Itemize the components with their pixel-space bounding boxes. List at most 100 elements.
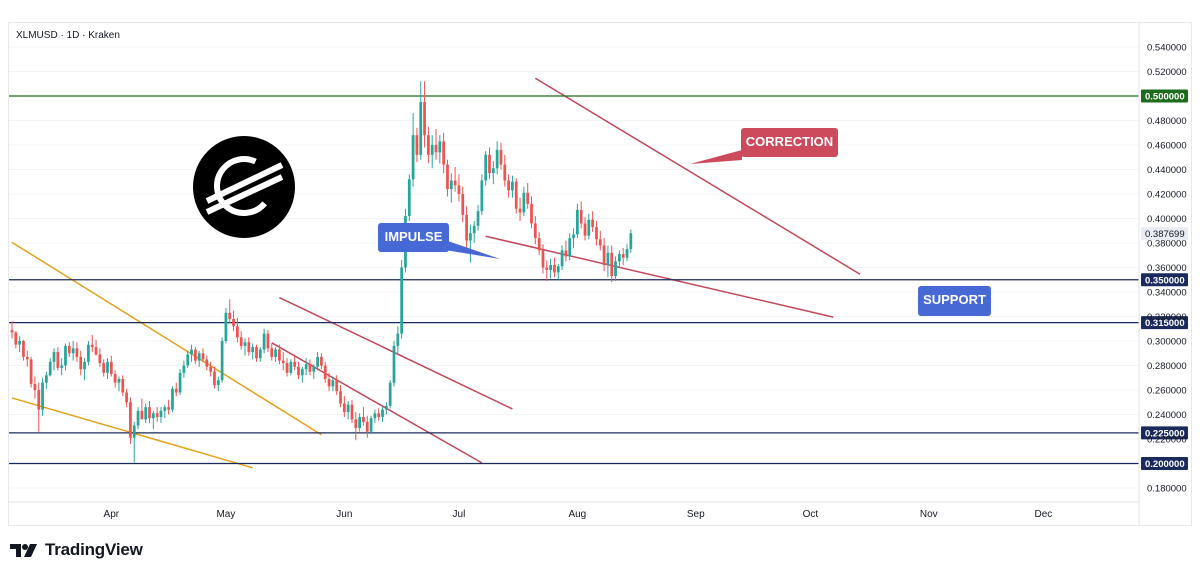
candle [415, 127, 419, 163]
candle-body [537, 238, 541, 251]
candle [331, 376, 335, 392]
candle [117, 376, 121, 392]
candle-body [14, 332, 18, 345]
candle-body [159, 410, 163, 417]
y-tick-label: 0.280000 [1147, 361, 1187, 372]
candle [201, 348, 205, 362]
candle [197, 350, 201, 367]
candle-body [354, 419, 358, 428]
candle-body [522, 192, 526, 213]
candle-body [106, 361, 109, 373]
candle [281, 352, 285, 371]
candle-body [564, 250, 568, 257]
candle [216, 376, 220, 392]
candle [300, 366, 304, 383]
candle-body [316, 356, 319, 367]
x-tick-label: May [216, 509, 235, 520]
candle-body [526, 192, 530, 204]
candle [289, 359, 293, 376]
candle-body [598, 239, 602, 246]
level-badge-bg [1141, 89, 1188, 103]
candle-body [144, 407, 148, 420]
candle-body [488, 154, 491, 174]
candle-body [293, 361, 297, 367]
candle [25, 350, 29, 367]
candle [174, 382, 178, 397]
candle-body [274, 349, 277, 357]
x-tick-label: Oct [803, 509, 819, 520]
candle [140, 398, 144, 420]
candle-body [213, 371, 216, 386]
candle [94, 339, 98, 356]
candle-body [491, 168, 495, 174]
candle-body [514, 181, 518, 209]
candle-body [297, 366, 300, 376]
candle-body [132, 425, 136, 438]
candle [491, 160, 495, 185]
candle [476, 205, 480, 231]
candle [526, 182, 530, 209]
level-badge: 0.315000 [1141, 316, 1188, 330]
candle [618, 250, 621, 268]
x-tick-label: Aug [568, 509, 586, 520]
candle-body [117, 378, 121, 383]
candle-body [621, 254, 625, 258]
symbol-line: XLMUSD · 1D · Kraken [16, 30, 120, 41]
candle [499, 142, 503, 170]
candle [14, 331, 18, 349]
candle [262, 328, 266, 354]
candle [518, 197, 522, 221]
candle [167, 399, 170, 415]
candle [362, 407, 365, 426]
candle-body [174, 388, 178, 393]
candle [113, 370, 117, 388]
candle [442, 132, 446, 174]
candle [106, 358, 109, 379]
candle-body [270, 348, 274, 357]
candle-body [507, 180, 510, 191]
candle-body [220, 341, 224, 381]
candle [266, 329, 270, 353]
candle [224, 307, 228, 344]
candle [411, 113, 415, 187]
correction-callout: CORRECTION [741, 128, 838, 157]
level-badge-bg [1141, 457, 1188, 470]
tradingview-brand[interactable]: TradingView [10, 540, 143, 560]
candle-body [549, 265, 552, 270]
level-badge: 0.200000 [1141, 457, 1188, 470]
y-tick-label: 0.520000 [1147, 67, 1187, 78]
candle-body [568, 238, 572, 257]
x-tick-label: Sep [687, 509, 705, 520]
candle-body [167, 407, 170, 410]
candle-body [377, 413, 381, 417]
candle-body [64, 345, 67, 366]
candle [369, 415, 373, 435]
candle-body [193, 349, 197, 361]
candle [587, 213, 591, 240]
impulse-pointer [445, 240, 500, 259]
candle [71, 341, 75, 361]
candle-body [224, 312, 228, 341]
candle-body [239, 337, 243, 346]
candle [37, 382, 41, 432]
candle [472, 220, 476, 243]
candle [342, 396, 346, 417]
last-price-label: 0.387699 [1145, 229, 1185, 240]
grid-layer [9, 46, 1139, 489]
last-price-badge [1141, 227, 1188, 241]
x-tick-label: Jul [453, 509, 466, 520]
candle-body [10, 329, 14, 333]
level-badge-label: 0.225000 [1145, 428, 1185, 439]
candle [438, 135, 442, 164]
candle-body [392, 345, 396, 383]
candle [213, 366, 216, 389]
candle-body [400, 267, 404, 334]
candle-body [48, 361, 52, 376]
candle [232, 310, 235, 332]
candle-body [216, 380, 220, 386]
candle [320, 353, 323, 370]
level-badge: 0.500000 [1141, 89, 1188, 103]
candle-body [442, 141, 446, 165]
candle-body [37, 390, 41, 410]
